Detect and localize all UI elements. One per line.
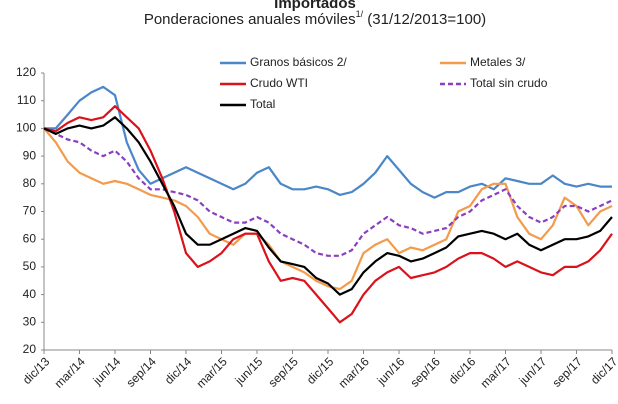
chart-subtitle: Ponderaciones anuales móviles1/ (31/12/2…: [144, 9, 486, 28]
subtitle-text: Ponderaciones anuales móviles: [144, 11, 356, 28]
x-tick-label: jun/14: [90, 354, 124, 388]
chart-title: Importados: [274, 0, 356, 12]
y-tick-label: 110: [17, 93, 36, 107]
x-tick-label: mar/16: [336, 354, 373, 391]
x-tick-label: mar/17: [478, 354, 515, 391]
x-tick-label: sep/17: [549, 354, 585, 390]
x-tick-label: sep/15: [265, 354, 301, 390]
y-tick-label: 30: [23, 314, 37, 328]
x-tick-label: jun/15: [232, 354, 266, 388]
x-tick-label: mar/15: [194, 354, 231, 391]
legend-label: Metales 3/: [470, 55, 526, 69]
x-tick-label: jun/16: [374, 354, 408, 388]
series-line: [43, 127, 613, 257]
series-line: [43, 127, 613, 291]
subtitle-rest: (31/12/2013=100): [363, 11, 486, 28]
legend-label: Total sin crudo: [470, 76, 548, 90]
legend-label: Total: [250, 97, 275, 111]
y-tick-label: 20: [23, 342, 37, 356]
y-tick-label: 60: [23, 231, 37, 245]
x-tick-label: sep/16: [407, 354, 443, 390]
y-tick-label: 80: [23, 176, 37, 190]
x-tick-label: dic/16: [446, 354, 479, 387]
y-tick-label: 120: [16, 65, 36, 79]
y-tick-label: 90: [23, 148, 37, 162]
y-tick-label: 40: [23, 287, 37, 301]
x-tick-label: dic/17: [588, 354, 618, 387]
x-tick-label: dic/13: [20, 354, 53, 387]
x-tick-label: jun/17: [516, 354, 550, 388]
subtitle-note: 1/: [356, 9, 364, 19]
series-line: [43, 105, 613, 324]
legend-label: Crudo WTI: [250, 76, 308, 90]
x-tick-label: dic/15: [304, 354, 337, 387]
series-line: [44, 85, 612, 199]
y-tick-label: 50: [23, 259, 37, 273]
series-line: [43, 116, 613, 296]
y-tick-label: 100: [16, 121, 36, 135]
x-tick-label: dic/14: [162, 354, 195, 387]
x-tick-label: mar/14: [52, 354, 89, 391]
legend-label: Granos básicos 2/: [250, 55, 347, 69]
x-tick-label: sep/14: [123, 354, 159, 390]
y-tick-label: 70: [23, 204, 37, 218]
